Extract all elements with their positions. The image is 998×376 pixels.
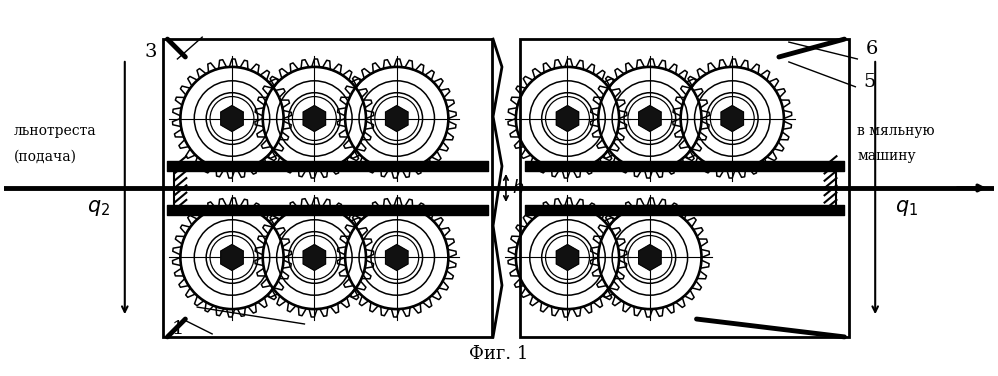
Polygon shape	[303, 106, 325, 132]
Text: $q_1$: $q_1$	[895, 198, 918, 218]
Text: (подача): (подача)	[14, 149, 77, 163]
Text: 6: 6	[865, 40, 877, 58]
Polygon shape	[303, 244, 325, 270]
Polygon shape	[639, 244, 661, 270]
Polygon shape	[556, 244, 579, 270]
Polygon shape	[221, 244, 244, 270]
Polygon shape	[639, 106, 661, 132]
Text: $q_2$: $q_2$	[88, 198, 111, 218]
Polygon shape	[385, 106, 408, 132]
Text: льнотреста: льнотреста	[14, 124, 96, 138]
Polygon shape	[221, 106, 244, 132]
Text: 3: 3	[145, 43, 157, 61]
Bar	[163, 39, 492, 337]
Text: машину: машину	[857, 149, 916, 163]
Text: Фиг. 1: Фиг. 1	[469, 345, 529, 363]
Polygon shape	[385, 244, 408, 270]
Polygon shape	[556, 106, 579, 132]
Text: в мяльную: в мяльную	[857, 124, 935, 138]
Bar	[520, 39, 849, 337]
Polygon shape	[722, 106, 744, 132]
Text: 5: 5	[863, 73, 875, 91]
Text: 1: 1	[172, 320, 184, 338]
Text: $h$: $h$	[512, 179, 524, 197]
